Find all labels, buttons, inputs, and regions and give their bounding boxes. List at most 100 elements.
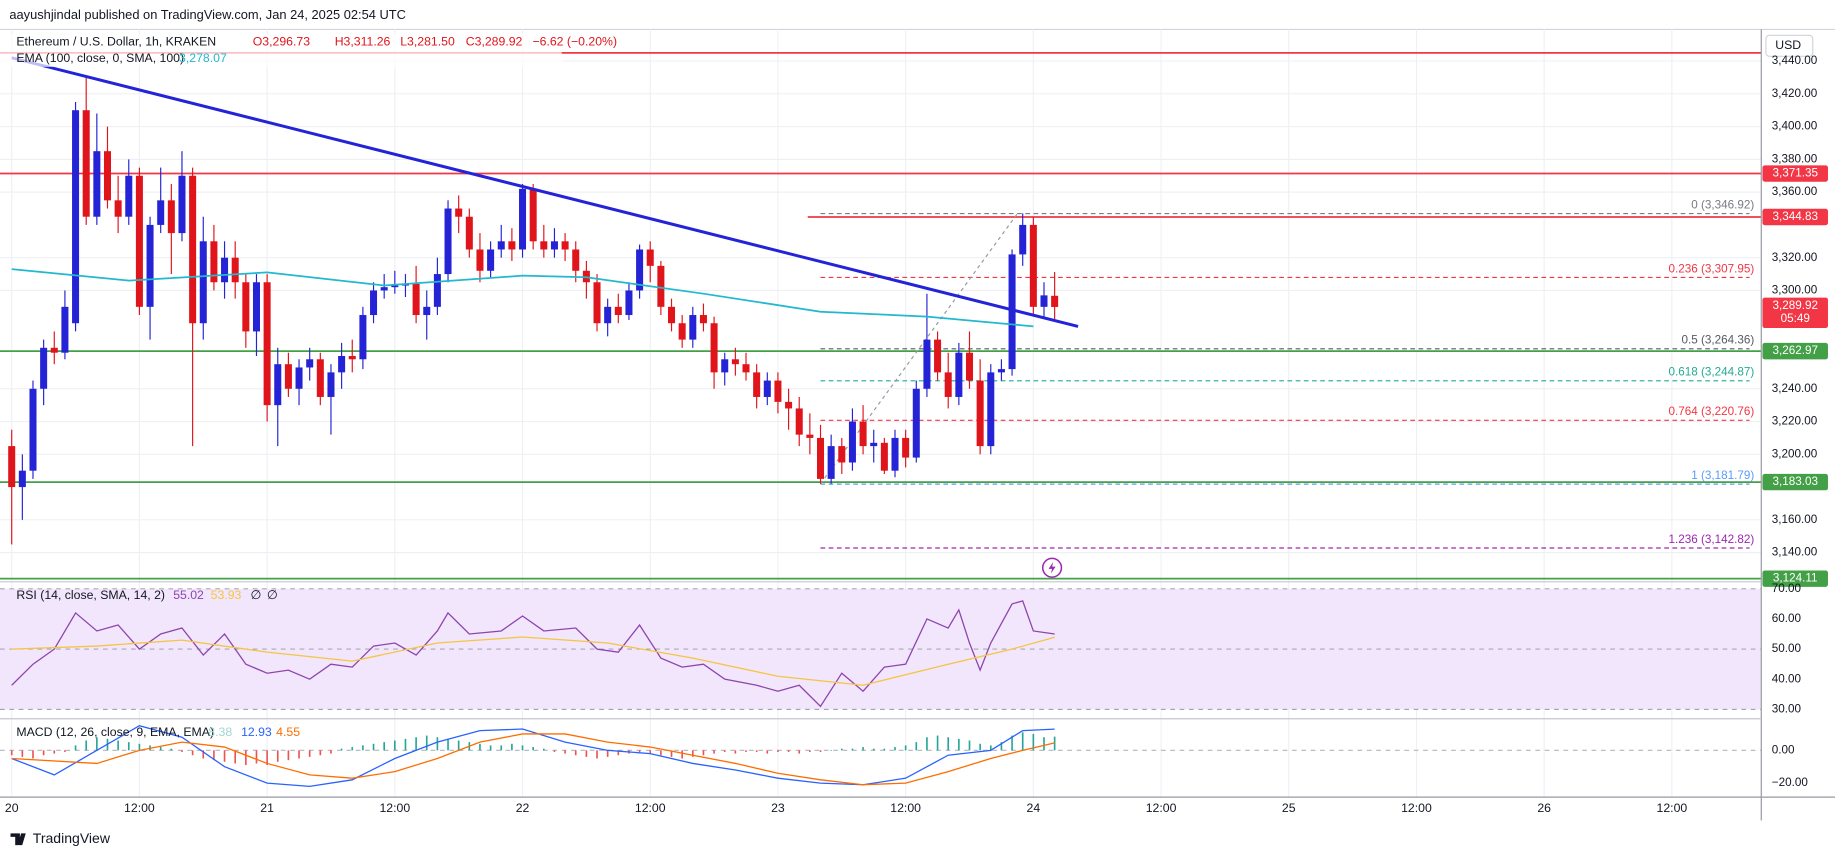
x-tick-label: 24 xyxy=(1027,801,1041,815)
histogram-bar xyxy=(596,750,598,759)
ohlc-high: H3,311.26 xyxy=(335,35,391,49)
x-tick-label: 12:00 xyxy=(1401,801,1432,815)
x-tick-label: 22 xyxy=(516,801,530,815)
histogram-bar xyxy=(372,743,375,751)
currency-button[interactable] xyxy=(1765,34,1814,57)
level-label: 3,183.03 xyxy=(1772,475,1817,488)
histogram-bar xyxy=(723,750,726,752)
candle-body xyxy=(61,306,69,353)
histogram-bar xyxy=(809,750,811,752)
candle-body xyxy=(529,188,537,242)
pane-extra: ∅ xyxy=(250,588,261,602)
candle-body xyxy=(614,306,622,316)
histogram-bar xyxy=(553,750,556,752)
histogram-bar xyxy=(904,745,907,751)
histogram-bar xyxy=(989,745,992,751)
histogram-bar xyxy=(266,750,268,766)
candle-body xyxy=(785,401,793,409)
y-tick-label: 3,140.00 xyxy=(1772,546,1818,559)
candle-body xyxy=(550,241,558,250)
histogram-bar xyxy=(213,750,215,761)
histogram-bar xyxy=(404,738,407,751)
histogram-bar xyxy=(958,738,960,751)
candle-body xyxy=(274,364,282,406)
candle-body xyxy=(902,437,910,458)
candle-body xyxy=(29,388,37,471)
fib-label: 0.236 (3,307.95) xyxy=(1668,262,1754,275)
candle-body xyxy=(657,265,665,307)
candle-body xyxy=(1029,224,1037,307)
histogram-bar xyxy=(606,750,609,757)
candle-body xyxy=(93,151,101,217)
rsi-line xyxy=(11,636,1055,686)
candle-body xyxy=(827,446,835,479)
histogram-bar xyxy=(181,750,183,752)
ohlc-open: O3,296.73 xyxy=(253,35,310,49)
histogram-bar xyxy=(574,750,577,756)
logo xyxy=(10,833,26,846)
candle-body xyxy=(82,110,90,217)
histogram-bar xyxy=(532,747,534,751)
histogram-bar xyxy=(415,737,417,751)
histogram-bar xyxy=(479,743,481,751)
y-tick-label: −20.00 xyxy=(1772,776,1809,789)
histogram-bar xyxy=(425,735,428,751)
y-tick-label: 3,240.00 xyxy=(1772,382,1818,395)
y-tick-label: 30.00 xyxy=(1772,702,1802,715)
histogram-bar xyxy=(617,750,620,756)
histogram-bar xyxy=(681,750,683,759)
histogram-bar xyxy=(457,740,460,751)
value-label: 53.93 xyxy=(211,588,242,602)
histogram-bar xyxy=(851,748,854,751)
candle-body xyxy=(338,355,346,373)
histogram-bar xyxy=(362,745,364,751)
candle-body xyxy=(721,359,729,373)
currency[interactable]: USD xyxy=(1775,38,1801,52)
candle-body xyxy=(412,283,420,316)
candle-body xyxy=(838,446,846,463)
trendline xyxy=(11,56,1079,328)
histogram-bar xyxy=(1011,735,1013,751)
fib-label: 0.764 (3,220.76) xyxy=(1668,405,1754,418)
y-tick-label: 3,220.00 xyxy=(1772,415,1818,428)
histogram-bar xyxy=(74,745,77,751)
histogram-bar xyxy=(638,750,641,752)
candle-body xyxy=(806,434,814,438)
y-tick-label: 70.00 xyxy=(1772,582,1802,595)
histogram-bar xyxy=(660,750,662,756)
candle-body xyxy=(487,249,495,271)
pane-title: RSI (14, close, SMA, 14, 2) xyxy=(16,588,165,602)
histogram-bar xyxy=(330,750,332,754)
histogram-bar xyxy=(766,750,769,754)
histogram-bar xyxy=(298,750,300,759)
value-label: 55.02 xyxy=(173,588,204,602)
histogram-bar xyxy=(32,750,34,759)
candle-body xyxy=(444,208,452,275)
histogram-bar xyxy=(64,750,66,752)
candle-body xyxy=(912,388,920,458)
candle-body xyxy=(359,315,367,360)
histogram-bar xyxy=(191,750,194,756)
y-tick-label: 60.00 xyxy=(1772,612,1802,625)
last-price-label: 3,289.92 xyxy=(1772,299,1817,312)
histogram-bar xyxy=(787,750,790,752)
histogram-bar xyxy=(713,750,715,754)
candle-body xyxy=(508,241,516,250)
candle-body xyxy=(646,249,654,266)
candle-body xyxy=(689,315,697,340)
brand: TradingView xyxy=(33,830,111,846)
histogram-bar xyxy=(447,738,449,751)
histogram-bar xyxy=(1032,733,1035,751)
symbol: Ethereum / U.S. Dollar, 1h, KRAKEN xyxy=(16,35,216,49)
fib-label: 1.236 (3,142.82) xyxy=(1668,533,1754,546)
histogram-bar xyxy=(394,740,396,751)
level-badge xyxy=(1762,570,1828,587)
candle-body xyxy=(880,442,888,471)
macd-line xyxy=(11,733,1055,786)
x-tick-label: 12:00 xyxy=(379,801,410,815)
candle-body xyxy=(146,224,154,307)
histogram-bar xyxy=(500,745,503,751)
ohlc-change: −6.62 (−0.20%) xyxy=(532,35,617,49)
candle-body xyxy=(1040,295,1048,307)
alert-icon xyxy=(1041,557,1063,578)
